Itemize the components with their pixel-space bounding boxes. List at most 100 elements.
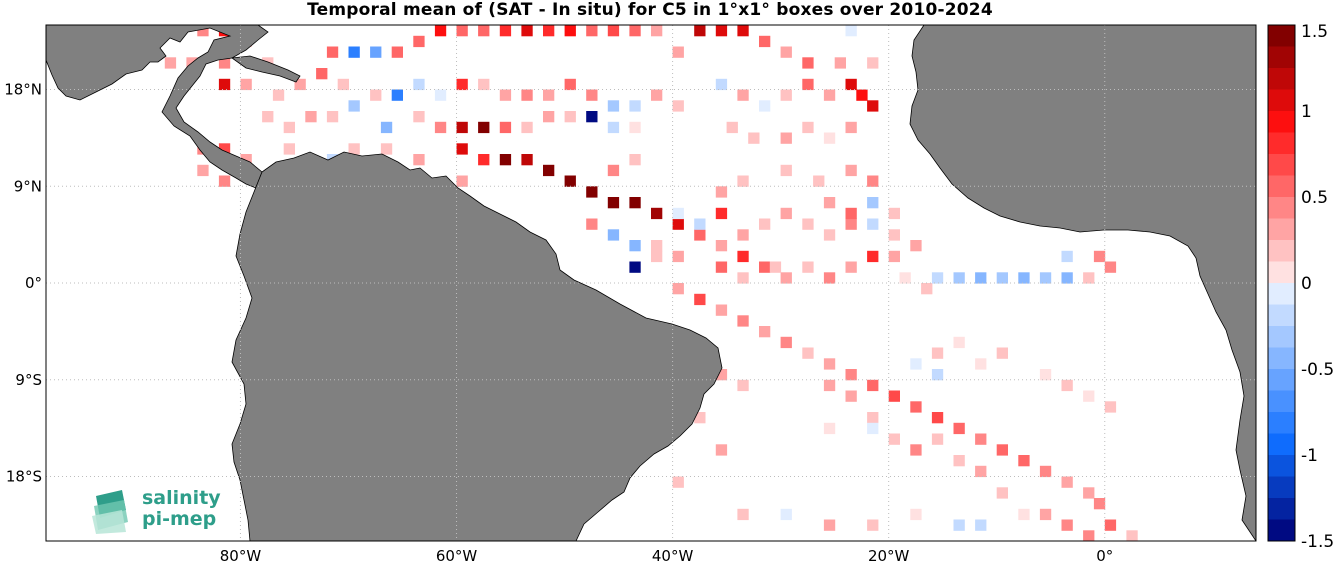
colorbar-frame [1267, 24, 1296, 542]
heatmap-cell [607, 100, 620, 112]
heatmap-cell [694, 25, 706, 37]
heatmap-cell [1093, 250, 1106, 263]
heatmap-cell [823, 132, 836, 144]
land-masses [46, 25, 1256, 541]
heatmap-cell [543, 111, 555, 123]
heatmap-cell [737, 175, 749, 187]
heatmap-cell [888, 433, 900, 445]
heatmap-cell [769, 261, 782, 273]
heatmap-cell [759, 100, 771, 112]
heatmap-cell [931, 433, 944, 445]
colorbar-segment [1268, 326, 1295, 348]
heatmap-cell [521, 25, 533, 37]
heatmap-cell [521, 89, 533, 101]
colorbar-segment [1268, 455, 1295, 477]
heatmap-cell [434, 121, 447, 134]
heatmap-cell [899, 272, 911, 284]
heatmap-cell [456, 121, 468, 134]
heatmap-cell [586, 111, 598, 123]
heatmap-cell [478, 78, 490, 91]
heatmap-cell [564, 175, 576, 187]
heatmap-cell [564, 111, 576, 123]
heatmap-cell [294, 78, 306, 91]
heatmap-cell [953, 272, 965, 284]
heatmap-cell [629, 261, 641, 273]
heatmap-cell [413, 154, 425, 166]
heatmap-cell [478, 154, 490, 166]
heatmap-cell [1018, 455, 1030, 467]
heatmap-cell [845, 390, 857, 402]
heatmap-cell [867, 422, 879, 435]
heatmap-cell [672, 250, 684, 263]
x-tick-label: 0° [1096, 547, 1113, 564]
heatmap-cell [845, 78, 857, 91]
heatmap-cell [218, 57, 231, 69]
heatmap-cell [434, 25, 447, 37]
heatmap-cell [543, 164, 555, 177]
x-tick-label: 40°W [652, 547, 694, 564]
heatmap-cell [715, 207, 728, 220]
heatmap-cell [218, 78, 231, 91]
heatmap-cell [759, 35, 771, 48]
colorbar-tick-label: 0 [1301, 274, 1312, 294]
heatmap-cell [629, 100, 641, 112]
heatmap-cell [888, 250, 900, 263]
heatmap-cell [953, 422, 965, 435]
heatmap-cell [370, 46, 382, 58]
heatmap-cell [737, 89, 749, 101]
heatmap-cell [629, 197, 641, 209]
heatmap-cell [737, 379, 749, 392]
heatmap-cell [737, 272, 749, 284]
heatmap-cell [348, 100, 360, 112]
colorbar-tick-label: 1 [1301, 102, 1312, 122]
colorbar-segment [1268, 433, 1295, 456]
x-tick-label: 20°W [868, 547, 910, 564]
heatmap-cell [823, 358, 836, 370]
heatmap-cell [1126, 530, 1138, 541]
land-central-america [46, 25, 269, 189]
heatmap-cell [845, 25, 857, 37]
heatmap-cell [921, 283, 933, 295]
x-tick-label: 80°W [220, 547, 262, 564]
logo-text-salinity: salinity [142, 487, 221, 509]
heatmap-cell [759, 326, 771, 338]
heatmap-cell [888, 229, 900, 241]
logo-text-pi-mep: pi-mep [142, 508, 217, 530]
heatmap-cell [823, 422, 836, 435]
plot-frame [45, 24, 1257, 542]
heatmap-cell [305, 111, 317, 123]
heatmap-cell [867, 250, 879, 263]
heatmap-cell [1061, 519, 1073, 531]
heatmap-cell [996, 487, 1008, 499]
heatmap-cell [845, 207, 857, 220]
heatmap-cell [975, 272, 987, 284]
heatmap-cell [672, 476, 684, 488]
heatmap-cell [759, 218, 771, 230]
heatmap-cell [931, 412, 944, 424]
x-axis-ticks: 80°W 60°W 40°W 20°W 0° [220, 547, 1114, 564]
heatmap-cell [543, 89, 555, 101]
colorbar-segment [1268, 498, 1295, 520]
colorbar-segment [1268, 175, 1295, 198]
heatmap-cell [499, 89, 512, 101]
y-tick-label: 9°N [14, 177, 42, 195]
colorbar-segment [1268, 390, 1295, 413]
heatmap-cell [283, 121, 295, 134]
colorbar-segment [1268, 240, 1295, 262]
heatmap-cell [1039, 465, 1052, 478]
salinity-pi-mep-logo: salinity pi-mep [92, 487, 232, 534]
land-africa [909, 25, 1256, 541]
y-tick-label: 0° [25, 274, 42, 292]
heatmap-cell [694, 218, 706, 230]
heatmap-cell [715, 444, 728, 456]
heatmap-cell [780, 46, 792, 58]
heatmap-cell [694, 293, 706, 306]
heatmap-cell [413, 35, 425, 48]
colorbar-segment [1268, 111, 1295, 133]
heatmap-cell [218, 175, 231, 187]
heatmap-cell [780, 164, 792, 177]
heatmap-cell [823, 379, 836, 392]
heatmap-cell [975, 519, 987, 531]
heatmap-cell [823, 229, 836, 241]
